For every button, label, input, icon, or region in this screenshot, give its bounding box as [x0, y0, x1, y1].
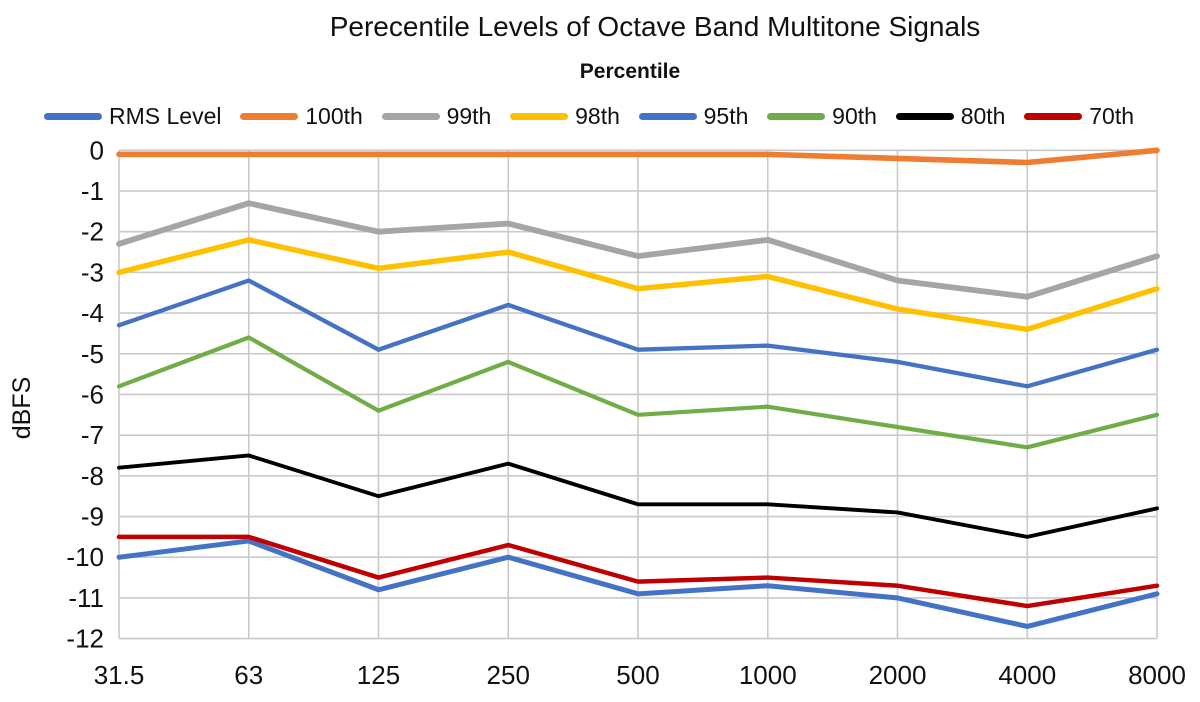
y-axis-tick-label: -3 — [81, 257, 104, 287]
legend-item-90th: 90th — [767, 103, 877, 130]
legend-item-rms-level: RMS Level — [44, 103, 221, 130]
y-axis-tick-label: -6 — [81, 379, 104, 409]
legend-label: 80th — [960, 103, 1006, 129]
legend-title: Percentile — [579, 60, 681, 83]
series-line-70th — [116, 534, 1160, 609]
y-axis-tick-label: -9 — [81, 502, 104, 532]
legend-label: 95th — [703, 103, 749, 129]
y-axis-tick-label: -12 — [66, 624, 104, 654]
y-axis-title: dBFS — [8, 377, 36, 440]
y-axis-tick-label: -1 — [81, 176, 104, 206]
legend-swatch-icon — [895, 113, 954, 120]
y-axis-tick-label: -4 — [81, 298, 104, 328]
series-line-90th — [116, 335, 1160, 450]
legend-swatch-icon — [510, 113, 569, 120]
series-line-80th — [117, 453, 1159, 539]
legend-swatch-icon — [240, 113, 299, 120]
chart-legend: RMS Level 100th 99th 98th 95th 90th 80th 70th — [44, 103, 1134, 130]
y-axis-tick-label: -10 — [66, 542, 104, 572]
x-axis-tick-label: 1000 — [739, 660, 797, 690]
x-axis-tick-label: 125 — [357, 660, 400, 690]
x-axis-tick-label: 8000 — [1128, 660, 1186, 690]
x-axis-tick-label: 250 — [487, 660, 530, 690]
legend-item-99th: 99th — [381, 103, 492, 130]
y-axis-tick-label: -2 — [81, 217, 104, 247]
series-line-95th — [116, 278, 1160, 389]
chart-title: Perecentile Levels of Octave Band Multit… — [329, 11, 981, 42]
legend-label: 90th — [832, 103, 877, 129]
series-line-98th — [116, 237, 1160, 333]
legend-label: 70th — [1089, 103, 1134, 129]
legend-item-70th: 70th — [1024, 103, 1134, 130]
x-axis-tick-label: 500 — [616, 660, 659, 690]
x-axis-tick-label: 31.5 — [94, 660, 145, 690]
legend-swatch-icon — [381, 113, 440, 120]
series-line-99th — [116, 200, 1160, 300]
legend-label: 100th — [305, 103, 363, 129]
legend-item-95th: 95th — [638, 103, 749, 130]
y-axis-tick-label: -5 — [81, 339, 104, 369]
legend-swatch-icon — [1024, 113, 1083, 120]
legend-swatch-icon — [44, 113, 102, 120]
legend-item-98th: 98th — [510, 103, 620, 130]
legend-label: 99th — [446, 103, 492, 129]
y-axis-tick-label: -8 — [81, 461, 104, 491]
legend-swatch-icon — [767, 113, 826, 120]
legend-swatch-icon — [638, 113, 697, 120]
legend-label: 98th — [575, 103, 620, 129]
x-axis-tick-label: 63 — [234, 660, 263, 690]
legend-item-80th: 80th — [895, 103, 1006, 130]
x-axis-tick-label: 2000 — [869, 660, 927, 690]
y-axis-tick-label: -11 — [68, 583, 104, 613]
legend-item-100th: 100th — [240, 103, 363, 130]
y-axis-tick-label: -7 — [81, 420, 104, 450]
series-line-rms-level — [116, 538, 1160, 629]
series-line-100th — [116, 147, 1160, 166]
x-axis-tick-label: 4000 — [998, 660, 1056, 690]
y-axis-tick-label: 0 — [90, 135, 104, 165]
legend-label: RMS Level — [109, 103, 222, 129]
